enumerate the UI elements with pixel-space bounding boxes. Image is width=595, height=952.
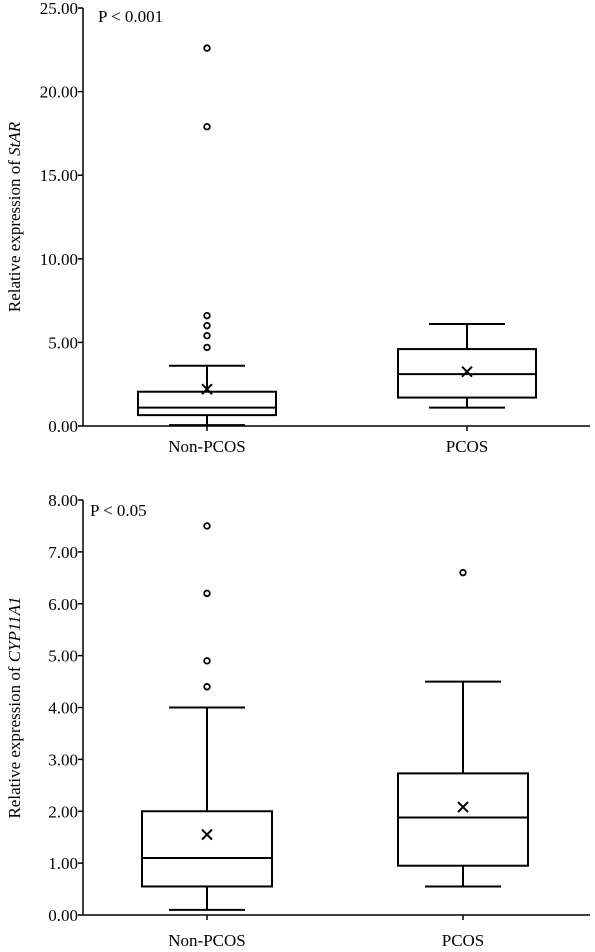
starr-x-tick-label: Non-PCOS	[168, 437, 245, 456]
cyp11a1-nonpcos-outlier	[203, 657, 211, 665]
starr-nonpcos-mean-marker	[201, 383, 213, 395]
cyp11a1-pcos-outlier	[459, 568, 467, 577]
cyp11a1-nonpcos-box	[141, 810, 273, 888]
cyp11a1-y-tick-label: 4.00	[48, 699, 78, 718]
starr-nonpcos-outlier	[203, 123, 211, 131]
cyp11a1-x-tick-label: PCOS	[442, 931, 485, 950]
starr-y-tick-label: 10.00	[40, 250, 78, 269]
cyp11a1-p-value: P < 0.05	[90, 501, 147, 520]
cyp11a1-y-tick-label: 8.00	[48, 491, 78, 510]
starr-y-axis-label: Relative expression of StAR	[5, 121, 24, 312]
cyp11a1-y-tick-label: 7.00	[48, 543, 78, 562]
cyp11a1-pcos-mean-marker	[457, 801, 469, 813]
starr-nonpcos-outlier	[203, 332, 211, 340]
cyp11a1-y-tick-label: 6.00	[48, 595, 78, 614]
starr-y-tick-label: 5.00	[48, 333, 78, 352]
cyp11a1-x-tick-label: Non-PCOS	[168, 931, 245, 950]
cyp11a1-nonpcos-outlier	[203, 522, 211, 530]
cyp11a1-nonpcos-outlier	[203, 683, 211, 691]
starr-nonpcos-outlier	[203, 44, 211, 52]
starr-x-tick-label: PCOS	[446, 437, 489, 456]
starr-y-tick-label: 25.00	[40, 0, 78, 18]
cyp11a1-boxplot: 0.00 1.00 2.00 3.00 4.00 5.00 6.00 7.00 8.00 Non-…	[5, 491, 590, 950]
cyp11a1-y-tick-label: 0.00	[48, 906, 78, 925]
starr-pcos-mean-marker	[461, 365, 473, 378]
cyp11a1-y-tick-label: 5.00	[48, 647, 78, 666]
cyp11a1-pcos-box	[397, 772, 529, 867]
starr-nonpcos-outlier	[203, 343, 211, 352]
starr-boxplot: 0.00 5.00 10.00 15.00 20.00 25.00 Non-PCOS PCOS…	[5, 0, 590, 456]
starr-nonpcos-outlier	[203, 311, 211, 320]
cyp11a1-y-tick-label: 3.00	[48, 750, 78, 769]
cyp11a1-nonpcos-mean-marker	[201, 828, 213, 841]
starr-nonpcos-box	[137, 390, 277, 417]
cyp11a1-nonpcos-outlier	[203, 589, 211, 598]
cyp11a1-y-tick-label: 2.00	[48, 802, 78, 821]
cyp11a1-y-axis-label: Relative expression of CYP11A1	[5, 596, 24, 818]
cyp11a1-y-tick-label: 1.00	[48, 854, 78, 873]
starr-y-tick-label: 15.00	[40, 166, 78, 185]
starr-p-value: P < 0.001	[98, 7, 163, 26]
starr-y-tick-label: 20.00	[40, 83, 78, 102]
starr-nonpcos-outlier	[203, 321, 211, 330]
starr-y-tick-label: 0.00	[48, 417, 78, 436]
